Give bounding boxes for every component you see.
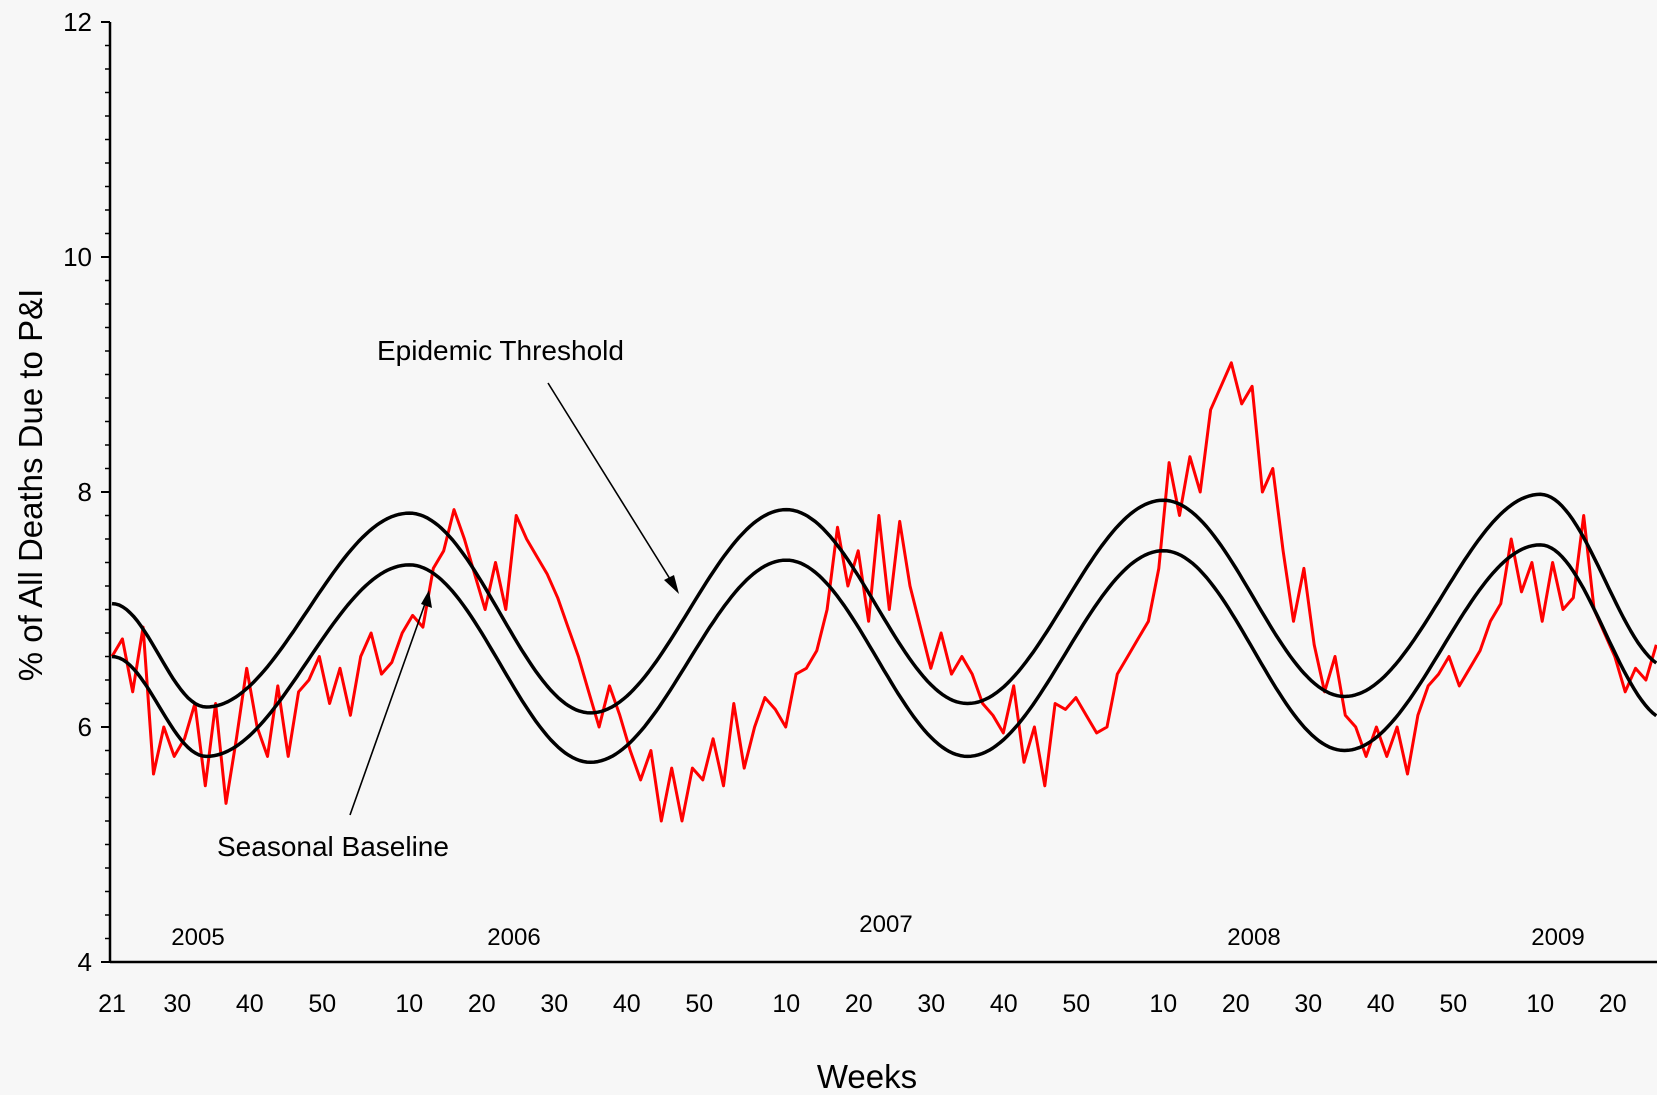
annotation-epidemic-threshold-label: Epidemic Threshold [377, 335, 624, 366]
annotation-seasonal-baseline-label: Seasonal Baseline [217, 831, 449, 862]
annotation-epidemic-threshold-arrowhead [664, 575, 679, 594]
annotation-seasonal-baseline-arrow [349, 597, 428, 816]
year-label: 2007 [859, 911, 912, 938]
x-tick-label: 20 [845, 990, 873, 1018]
series-layer [110, 361, 1657, 823]
annotation-epidemic-threshold-arrow [547, 382, 676, 588]
year-labels: 2005 2006 2007 2008 2009 [171, 911, 1584, 951]
x-axis-ticks: 21 30 40 50 10 20 30 40 50 10 20 30 40 50 10 20 30 40 50 10… [98, 990, 1627, 1018]
x-tick-label: 30 [1294, 990, 1322, 1018]
annotation-seasonal-baseline: Seasonal Baseline [217, 590, 449, 862]
x-tick-label: 50 [685, 990, 713, 1018]
series-line-epidemic-threshold [111, 492, 1657, 715]
y-tick-label: 10 [63, 242, 92, 272]
x-tick-label: 30 [540, 990, 568, 1018]
x-tick-label: 20 [1599, 990, 1627, 1018]
x-tick-label: 10 [395, 990, 423, 1018]
year-label: 2005 [171, 924, 224, 951]
y-tick-label: 8 [78, 477, 92, 507]
y-axis-title: % of All Deaths Due to P&I [12, 289, 49, 682]
x-tick-label: 30 [917, 990, 945, 1018]
x-tick-label: 40 [613, 990, 641, 1018]
series-line-observed [110, 361, 1657, 823]
series-line-seasonal-baseline [111, 543, 1657, 765]
x-tick-label: 10 [1526, 990, 1554, 1018]
x-tick-label: 10 [1149, 990, 1177, 1018]
x-tick-label: 50 [1439, 990, 1467, 1018]
x-tick-label: 40 [236, 990, 264, 1018]
year-label: 2006 [487, 924, 540, 951]
annotation-seasonal-baseline-arrowhead [421, 590, 432, 608]
x-axis-title: Weeks [817, 1058, 917, 1095]
x-tick-label: 20 [1222, 990, 1250, 1018]
year-label: 2009 [1531, 924, 1584, 951]
x-tick-label: 40 [990, 990, 1018, 1018]
x-tick-label: 10 [772, 990, 800, 1018]
y-axis-ticks: 4 6 8 10 12 [63, 7, 110, 977]
year-label: 2008 [1227, 924, 1280, 951]
x-tick-label: 50 [1062, 990, 1090, 1018]
x-tick-label: 20 [468, 990, 496, 1018]
y-tick-label: 12 [63, 7, 92, 37]
x-tick-label: 21 [98, 990, 126, 1018]
x-tick-label: 30 [163, 990, 191, 1018]
y-tick-label: 6 [78, 712, 92, 742]
y-tick-label: 4 [78, 947, 92, 977]
x-tick-label: 40 [1367, 990, 1395, 1018]
x-tick-label: 50 [308, 990, 336, 1018]
annotation-epidemic-threshold: Epidemic Threshold [377, 335, 679, 594]
